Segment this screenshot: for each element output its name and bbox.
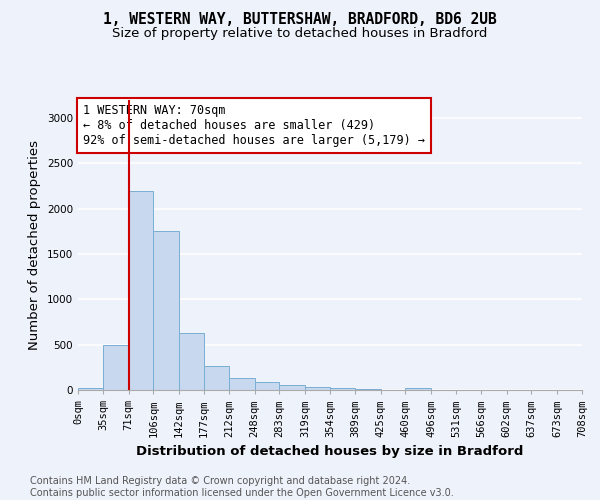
Bar	[406, 388, 431, 390]
Bar	[280, 386, 305, 390]
Bar	[103, 344, 128, 390]
Bar	[254, 382, 280, 390]
Bar	[204, 366, 229, 390]
Text: 1 WESTERN WAY: 70sqm
← 8% of detached houses are smaller (429)
92% of semi-detac: 1 WESTERN WAY: 70sqm ← 8% of detached ho…	[83, 104, 425, 148]
Bar	[330, 388, 355, 390]
Bar	[305, 388, 330, 390]
Bar	[78, 388, 103, 390]
Bar	[229, 378, 254, 390]
X-axis label: Distribution of detached houses by size in Bradford: Distribution of detached houses by size …	[136, 445, 524, 458]
Bar	[179, 334, 204, 390]
Text: 1, WESTERN WAY, BUTTERSHAW, BRADFORD, BD6 2UB: 1, WESTERN WAY, BUTTERSHAW, BRADFORD, BD…	[103, 12, 497, 28]
Bar	[154, 232, 179, 390]
Bar	[355, 389, 380, 390]
Text: Contains HM Land Registry data © Crown copyright and database right 2024.
Contai: Contains HM Land Registry data © Crown c…	[30, 476, 454, 498]
Bar	[128, 190, 154, 390]
Text: Size of property relative to detached houses in Bradford: Size of property relative to detached ho…	[112, 28, 488, 40]
Y-axis label: Number of detached properties: Number of detached properties	[28, 140, 41, 350]
